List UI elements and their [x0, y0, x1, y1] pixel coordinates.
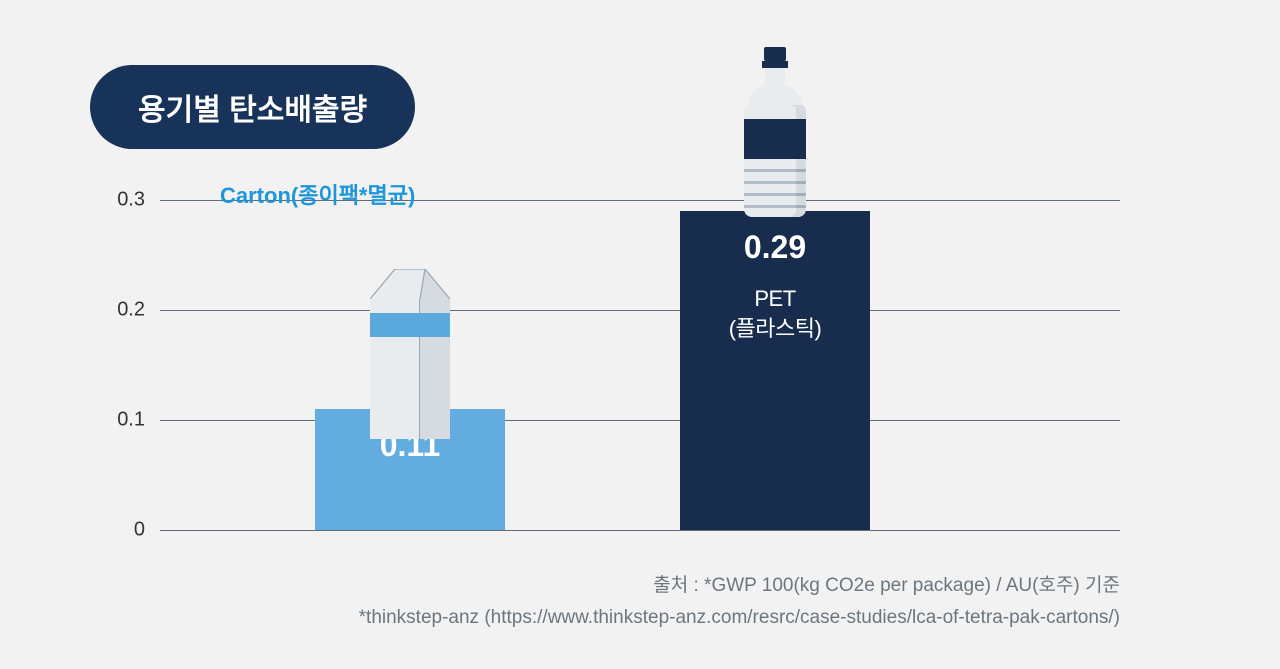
title-badge: 용기별 탄소배출량 — [90, 65, 415, 149]
carton-series-label: Carton(종이팩*멸균) — [220, 178, 415, 210]
carton-roof-icon — [370, 269, 450, 299]
source-line2: *thinkstep-anz (https://www.thinkstep-an… — [359, 602, 1120, 634]
bottle-icon — [740, 47, 810, 217]
bar-pet-label: PET (플라스틱) — [729, 284, 822, 343]
bottle-cap-icon — [764, 47, 786, 61]
bar-pet-label-line2: (플라스틱) — [729, 314, 822, 344]
bottle-groove-icon — [744, 193, 806, 196]
y-axis-label: 0.1 — [85, 409, 145, 432]
y-axis-label: 0 — [85, 519, 145, 542]
y-axis-label: 0.2 — [85, 299, 145, 322]
carton-stripe — [370, 313, 450, 337]
bottle-label-icon — [744, 119, 806, 159]
y-axis-label: 0.3 — [85, 189, 145, 212]
carton-icon — [370, 269, 450, 439]
bottle-ring-icon — [762, 61, 788, 68]
bar-chart: 00.10.20.3 Carton(종이팩*멸균) 0.11 0.29 PET … — [90, 200, 1120, 530]
source-attribution: 출처 : *GWP 100(kg CO2e per package) / AU(… — [359, 570, 1120, 635]
chart-canvas: 용기별 탄소배출량 00.10.20.3 Carton(종이팩*멸균) 0.11… — [0, 0, 1280, 669]
gridline — [160, 420, 1120, 421]
gridline — [160, 530, 1120, 531]
bottle-groove-icon — [744, 181, 806, 184]
bar-pet-value: 0.29 — [744, 229, 806, 266]
source-line1: 출처 : *GWP 100(kg CO2e per package) / AU(… — [359, 570, 1120, 602]
bottle-groove-icon — [744, 169, 806, 172]
bottle-groove-icon — [744, 205, 806, 208]
gridline — [160, 310, 1120, 311]
bar-pet: 0.29 PET (플라스틱) — [680, 211, 870, 530]
bar-pet-label-line1: PET — [729, 284, 822, 314]
title-text: 용기별 탄소배출량 — [138, 94, 367, 127]
